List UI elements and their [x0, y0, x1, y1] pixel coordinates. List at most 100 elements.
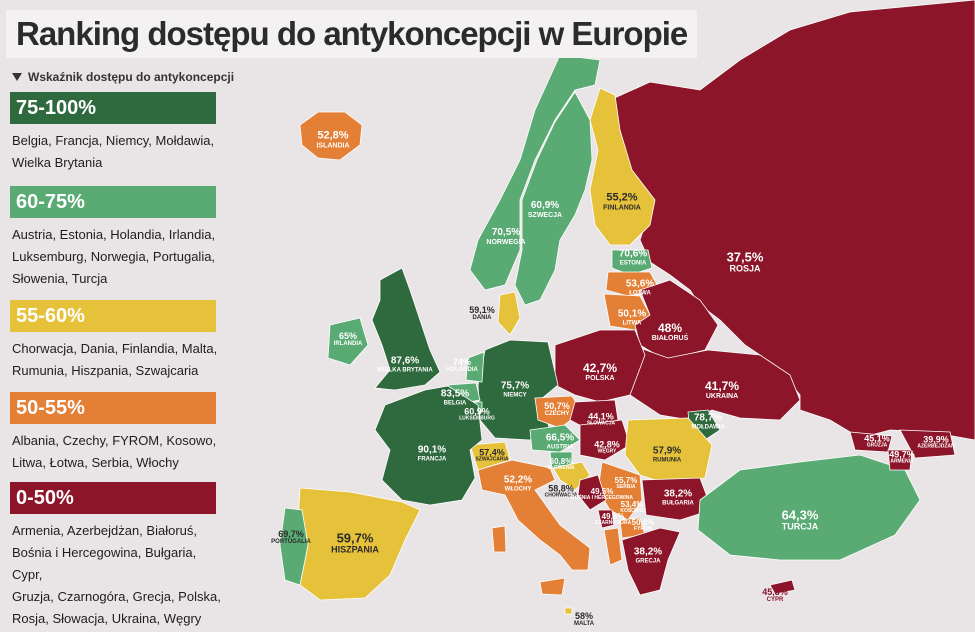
- map-label-country: Rosja: [729, 263, 761, 274]
- map-label-kosowo: 53,4% Kosowo: [620, 500, 644, 515]
- map-label-value: 57,4%: [479, 447, 505, 458]
- legend-range-label: 55-60%: [16, 304, 85, 327]
- map-label-country: Szwajcaria: [475, 457, 509, 464]
- map-label-rosja: 37,5% Rosja: [727, 250, 764, 273]
- legend-country-line: Austria, Estonia, Holandia, Irlandia,: [12, 227, 216, 242]
- region-albania: [603, 527, 623, 566]
- legend-country-list: Austria, Estonia, Holandia, Irlandia, Luk…: [12, 224, 222, 290]
- region-norwegia: [469, 54, 601, 291]
- map-label-łotwa: 53,6% Łotwa: [626, 279, 654, 297]
- map-label-value: 39,9%: [923, 434, 949, 445]
- map-label-rumunia: 57,9% Rumunia: [652, 446, 682, 464]
- legend-subtitle: Wskaźnik dostępu do antykoncepcji: [12, 70, 234, 84]
- region-rosja: [609, 0, 975, 441]
- map-label-country: Azerbejdżan: [917, 444, 955, 451]
- map-label-value: 59,1%: [469, 305, 495, 316]
- map-label-czarnogóra: 49,6% Czarnogóra: [595, 512, 631, 527]
- map-label-country: Portugalia: [271, 539, 311, 546]
- legend-country-line: Chorwacja, Dania, Finlandia, Malta,: [12, 341, 218, 356]
- map-label-value: 66,5%: [545, 432, 575, 444]
- map-label-value: 44,1%: [588, 411, 614, 422]
- map-label-country: Francja: [417, 456, 447, 463]
- legend-country-line: Luksemburg, Norwegia, Portugalia,: [12, 249, 216, 264]
- map-label-country: Szwecja: [527, 211, 563, 219]
- map-label-country: Ukraina: [705, 392, 739, 400]
- legend-country-line: Litwa, Łotwa, Serbia, Włochy: [12, 455, 179, 470]
- map-label-luksemburg: 60,9% Luksemburg: [459, 406, 495, 423]
- region-portugalia: [279, 507, 309, 586]
- map-label-value: 49,7%: [889, 449, 915, 460]
- map-label-serbia: 55,7% Serbia: [615, 476, 638, 491]
- map-label-value: 70,5%: [491, 227, 521, 239]
- map-label-value: 50,7%: [544, 401, 570, 412]
- map-label-value: 45,1%: [864, 433, 890, 444]
- map-label-country: Bułgaria: [662, 500, 694, 507]
- map-label-litwa: 50,1% Litwa: [617, 308, 647, 327]
- map-label-value: 55,2%: [606, 191, 638, 204]
- region-szwajcaria: [469, 441, 511, 471]
- map-label-country: Niemcy: [503, 392, 527, 399]
- map-label-country: Litwa: [622, 320, 642, 327]
- map-label-country: Belgia: [443, 400, 467, 407]
- legend-country-line: Rosja, Słowacja, Ukraina, Węgry: [12, 611, 202, 626]
- map-label-value: 70,6%: [618, 248, 648, 260]
- map-label-country: Luksemburg: [459, 416, 495, 423]
- map-label-country: Węgry: [597, 449, 617, 456]
- map-label-białoruś: 48% Białoruś: [652, 322, 689, 342]
- region-holandia: [465, 351, 485, 383]
- map-label-value: 60,9%: [464, 406, 490, 417]
- map-label-finlandia: 55,2% Finlandia: [603, 191, 641, 212]
- map-label-francja: 90,1% Francja: [417, 444, 447, 463]
- map-label-irlandia: 65% Irlandia: [334, 331, 363, 348]
- map-label-value: 37,5%: [726, 249, 764, 265]
- map-label-country: Grecja: [635, 558, 661, 565]
- region-dania: [497, 291, 521, 336]
- region-ukraina: [624, 347, 801, 421]
- legend-country-line: Wielka Brytania: [12, 155, 103, 170]
- map-label-polska: 42,7% Polska: [583, 362, 617, 382]
- map-label-malta: 58% Malta: [574, 611, 594, 628]
- map-label-country: Armenia: [890, 459, 914, 466]
- map-label-value: 41,7%: [704, 379, 740, 394]
- legend-range-label: 75-100%: [16, 96, 97, 119]
- region-armenia: [887, 449, 913, 471]
- legend-range-label: 50-55%: [16, 396, 85, 419]
- map-label-bośnia-i-hercegowina: 49,5% Bośnia i Hercegowina: [570, 487, 634, 502]
- map-label-bułgaria: 38,2% Bułgaria: [662, 489, 694, 507]
- map-label-country: Islandia: [316, 142, 350, 150]
- map-label-country: Bośnia i Hercegowina: [570, 495, 634, 502]
- map-label-szwajcaria: 57,4% Szwajcaria: [475, 447, 509, 464]
- map-label-ukraina: 41,7% Ukraina: [705, 380, 739, 400]
- map-label-country: Dania: [472, 315, 492, 322]
- map-label-country: Mołdawia: [691, 424, 725, 431]
- legend-category-0: 75-100%: [10, 92, 216, 124]
- map-label-country: Cypr: [766, 597, 784, 604]
- map-label-austria: 66,5% Austria: [545, 432, 575, 451]
- map-label-value: 58%: [574, 611, 594, 622]
- map-label-słowacja: 44,1% Słowacja: [587, 411, 615, 428]
- map-label-value: 50,1%: [617, 308, 647, 320]
- region-turcja: [697, 454, 921, 561]
- legend-country-line: Słowenia, Turcja: [12, 271, 108, 286]
- map-label-value: 53,4%: [620, 500, 644, 510]
- map-label-estonia: 70,6% Estonia: [618, 248, 648, 267]
- region-finlandia: [589, 87, 656, 246]
- region-grecja: [621, 527, 681, 596]
- map-label-country: Łotwa: [629, 290, 651, 297]
- map-label-islandia: 52,8% Islandia: [316, 130, 350, 150]
- map-label-wielka-brytania: 87,6% Wielka Brytania: [377, 356, 432, 374]
- legend-country-line: Bośnia i Hercegowina, Bułgaria, Cypr,: [12, 545, 197, 582]
- region-azerbejdzan: [899, 429, 956, 459]
- region-bosnia: [577, 474, 607, 511]
- map-label-country: Rumunia: [652, 457, 682, 464]
- map-label-value: 90,1%: [417, 444, 447, 456]
- legend-country-list: Armenia, Azerbejdżan, Białoruś, Bośnia i …: [12, 520, 222, 630]
- legend-country-list: Albania, Czechy, FYROM, Kosowo, Litwa, Ło…: [12, 430, 222, 474]
- map-label-szwecja: 60,9% Szwecja: [528, 201, 562, 219]
- map-label-value: 49,5%: [590, 487, 614, 497]
- map-label-armenia: 49,7% Armenia: [889, 449, 915, 466]
- map-label-country: Holandia: [446, 367, 478, 374]
- map-label-country: Czechy: [544, 411, 570, 418]
- map-label-belgia: 83,5% Belgia: [441, 389, 469, 407]
